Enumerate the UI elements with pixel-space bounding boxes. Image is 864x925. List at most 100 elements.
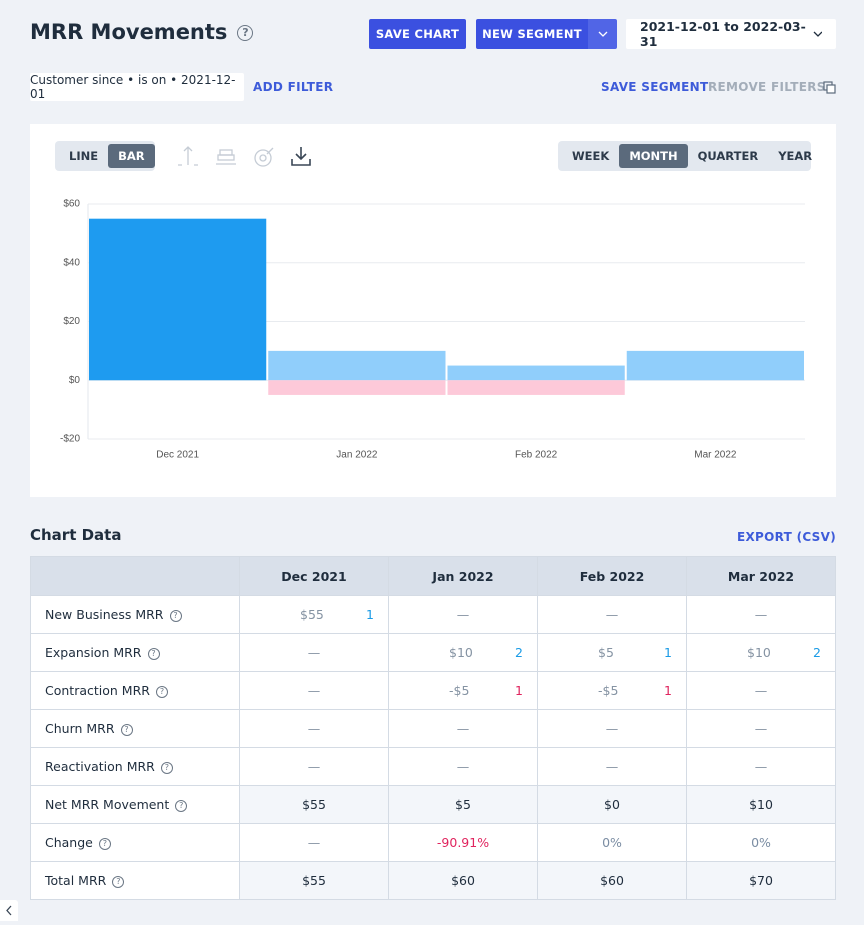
help-icon[interactable]: ? <box>175 799 188 812</box>
row-label-cell: Contraction MRR? <box>30 671 240 710</box>
cell-content: — <box>240 835 388 850</box>
value-cell: $10 2 <box>388 633 538 672</box>
copy-icon[interactable] <box>823 81 836 94</box>
header-row: Dec 2021 Jan 2022 Feb 2022 Mar 2022 <box>30 556 836 596</box>
value-cell: $5 1 <box>537 633 687 672</box>
cell-content: $10 2 <box>389 645 537 660</box>
bar <box>89 218 267 381</box>
filter-chip[interactable]: Customer since • is on • 2021-12-01 <box>30 73 244 101</box>
add-filter[interactable]: ADD FILTER <box>253 80 334 94</box>
cell-content: $0 <box>538 797 686 812</box>
cell-content: $55 <box>240 797 388 812</box>
export-csv[interactable]: EXPORT (CSV) <box>736 530 836 544</box>
axis-tool[interactable] <box>178 146 198 166</box>
cell-content: $10 <box>687 797 835 812</box>
save-chart-button[interactable]: SAVE CHART <box>369 19 466 49</box>
cell-value: $60 <box>451 873 475 888</box>
period-option[interactable]: MONTH <box>619 144 688 168</box>
help-icon[interactable]: ? <box>160 761 173 774</box>
cell-content: — <box>389 721 537 736</box>
chart-type-toggle: LINE BAR <box>55 141 155 171</box>
help-icon[interactable]: ? <box>98 837 111 850</box>
value-cell: — <box>537 747 687 786</box>
row-label-cell: Total MRR? <box>30 861 240 900</box>
table-row: Total MRR? $55 $60 $60 $70 <box>30 861 836 900</box>
save-segment[interactable]: SAVE SEGMENT <box>601 80 709 94</box>
cell-content: -$5 1 <box>389 683 537 698</box>
value-cell: — <box>537 595 687 634</box>
cell-count: 1 <box>664 683 672 698</box>
period-option[interactable]: YEAR <box>778 149 813 163</box>
remove-filters[interactable]: REMOVE FILTERS <box>708 80 826 94</box>
value-cell: $5 <box>388 785 538 824</box>
cell-content: 0% <box>538 835 686 850</box>
value-cell: $10 2 <box>686 633 836 672</box>
goal-tool[interactable] <box>254 147 274 167</box>
cell-content: — <box>687 721 835 736</box>
download-tool[interactable] <box>291 147 311 166</box>
date-range-picker[interactable]: 2021-12-01 to 2022-03-31 <box>626 19 836 49</box>
value-cell: 0% <box>686 823 836 862</box>
table-row: Reactivation MRR? — — — — <box>30 747 836 786</box>
chart-tools <box>178 146 311 167</box>
help-icon[interactable]: ? <box>237 25 254 41</box>
cell-content: -90.91% <box>389 835 537 850</box>
new-segment-button[interactable]: NEW SEGMENT <box>476 19 588 49</box>
y-tick-label: -$20 <box>60 434 80 445</box>
value-cell: $70 <box>686 861 836 900</box>
y-tick-label: $20 <box>63 316 80 327</box>
x-tick-label: Jan 2022 <box>336 450 378 461</box>
cell-content: — <box>240 645 388 660</box>
chart-type-option[interactable]: BAR <box>108 144 155 168</box>
help-icon[interactable]: ? <box>112 875 125 888</box>
help-icon[interactable]: ? <box>120 723 133 736</box>
period-option[interactable]: WEEK <box>572 149 610 163</box>
cell-content: $10 2 <box>687 645 835 660</box>
table-title: Chart Data <box>30 526 122 544</box>
header-cell: Dec 2021 <box>239 556 389 596</box>
cell-value: — <box>307 721 321 736</box>
value-cell: — <box>388 595 538 634</box>
cell-count: 2 <box>813 645 821 660</box>
date-range: 2021-12-01 to 2022-03-31 <box>640 19 806 49</box>
cell-content: $5 <box>389 797 537 812</box>
chart-type-option[interactable]: LINE <box>69 149 99 163</box>
row-label-cell: Net MRR Movement? <box>30 785 240 824</box>
bar <box>447 380 625 395</box>
bar <box>268 380 446 395</box>
row-label: Reactivation MRR <box>45 759 155 774</box>
cell-content: — <box>538 721 686 736</box>
value-cell: -$5 1 <box>537 671 687 710</box>
row-label: Churn MRR <box>45 721 115 736</box>
cell-content: — <box>538 759 686 774</box>
header-cell: Mar 2022 <box>686 556 836 596</box>
help-icon[interactable]: ? <box>169 609 182 622</box>
cell-value: — <box>605 607 619 622</box>
chevron <box>598 31 607 37</box>
sidebar-toggle[interactable] <box>0 900 18 921</box>
x-tick-label: Mar 2022 <box>694 450 737 461</box>
row-label: New Business MRR <box>45 607 164 622</box>
header-cell: Jan 2022 <box>388 556 538 596</box>
cell-count: 2 <box>515 645 523 660</box>
help-icon[interactable]: ? <box>147 647 160 660</box>
title-text: MRR Movements <box>30 20 228 44</box>
new-segment-dropdown[interactable] <box>588 19 617 49</box>
header-cell: Feb 2022 <box>537 556 687 596</box>
period-toggle: WEEK MONTH QUARTER YEAR <box>558 141 812 171</box>
value-cell: $55 1 <box>239 595 389 634</box>
cell-value: — <box>754 607 768 622</box>
bar <box>268 350 446 381</box>
cell-value: $60 <box>600 873 624 888</box>
help-icon[interactable]: ? <box>155 685 168 698</box>
cell-value: — <box>307 683 321 698</box>
cell-value: $5 <box>455 797 471 812</box>
cell-value: — <box>456 759 470 774</box>
value-cell: $60 <box>537 861 687 900</box>
cell-value: -90.91% <box>436 835 490 850</box>
stack-tool[interactable] <box>216 149 236 165</box>
cell-content: -$5 1 <box>538 683 686 698</box>
y-tick-label: $40 <box>63 257 80 268</box>
period-option[interactable]: QUARTER <box>697 149 759 163</box>
